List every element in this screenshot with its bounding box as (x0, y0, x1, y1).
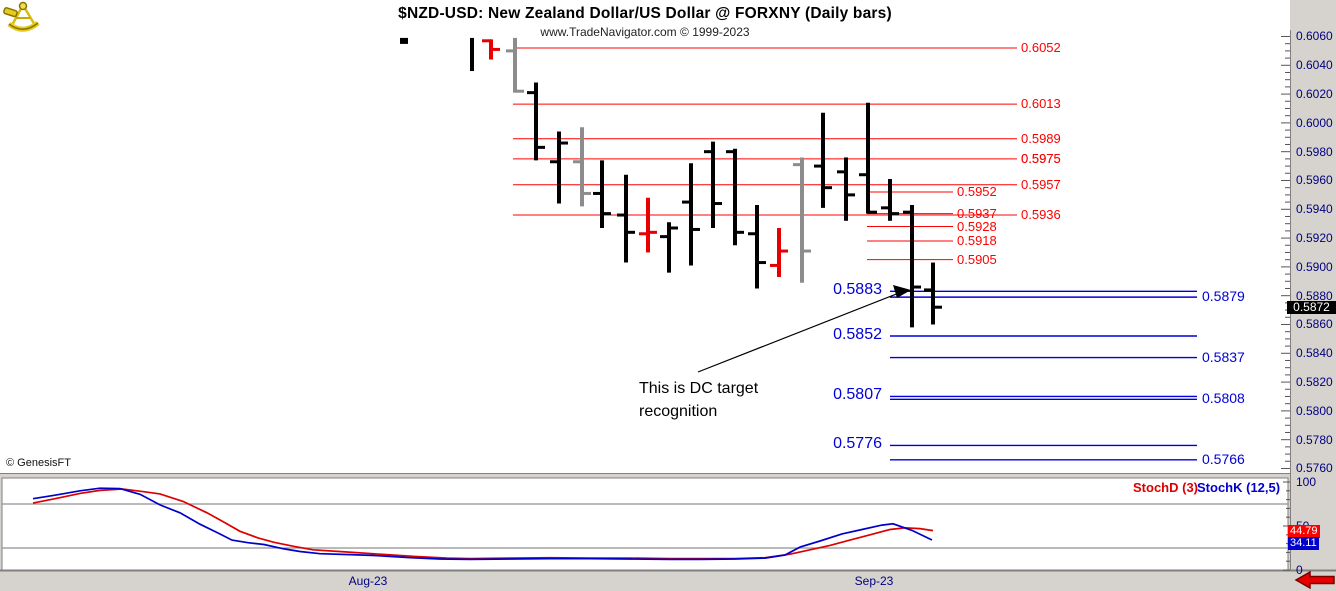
price-level-label: 0.5905 (957, 251, 997, 267)
dc-target-label: 0.5776 (833, 435, 882, 453)
sextant-icon (3, 1, 40, 32)
price-level-label: 0.6013 (1021, 96, 1061, 112)
dc-target-label: 0.5852 (833, 326, 882, 343)
annotation-line1: This is DC target (639, 380, 759, 397)
price-level-label: 0.5928 (957, 218, 997, 234)
price-level-label: 0.5936 (1021, 207, 1061, 223)
stoch-axis-label: 0 (1296, 563, 1303, 577)
legend-stochd: StochD (3) (1133, 480, 1198, 495)
dc-target-label: 0.5879 (1202, 288, 1245, 305)
dc-target-label: 0.5883 (833, 281, 882, 299)
price-level-label: 0.5957 (1021, 176, 1061, 192)
month-label: Sep-23 (854, 574, 894, 588)
price-level-label: 0.6052 (1021, 40, 1061, 55)
price-level-label: 0.5952 (957, 184, 997, 199)
price-axis-label: 0.5960 (1296, 173, 1333, 188)
price-level-label: 0.5975 (1021, 150, 1061, 166)
last-price-badge: 0.5872 (1287, 301, 1336, 314)
stochk-value-badge: 34.11 (1288, 537, 1319, 550)
dc-target-label: 0.5807 (833, 386, 882, 404)
price-axis-label: 0.5860 (1296, 317, 1333, 332)
price-level-label: 0.5975 (1021, 150, 1061, 166)
price-level-label: 0.5989 (1021, 130, 1061, 146)
price-axis-label: 0.5840 (1296, 346, 1333, 361)
price-axis-label: 0.5920 (1296, 231, 1333, 246)
legend-stochk: StochK (12,5) (1197, 480, 1281, 495)
price-axis-label: 0.5800 (1296, 403, 1333, 418)
price-axis-label: 0.5760 (1296, 461, 1333, 476)
scroll-left-arrow[interactable] (1294, 569, 1336, 591)
price-level-label: 0.5918 (957, 232, 997, 248)
month-label: Aug-23 (348, 574, 388, 588)
price-axis-label: 0.6040 (1296, 58, 1333, 73)
stoch-axis-label: 100 (1296, 475, 1317, 489)
price-axis-label: 0.5980 (1296, 144, 1333, 159)
dc-target-label: 0.5766 (1202, 450, 1245, 467)
price-axis-label: 0.5820 (1296, 375, 1333, 390)
price-axis-label: 0.5900 (1296, 259, 1333, 274)
dc-target-label: 0.5808 (1202, 390, 1245, 407)
price-axis-label: 0.6060 (1296, 29, 1333, 44)
price-axis-label: 0.5780 (1296, 432, 1333, 447)
price-axis-label: 0.6000 (1296, 115, 1333, 130)
price-axis-label: 0.5880 (1296, 288, 1333, 303)
dc-target-label: 0.5837 (1202, 348, 1245, 365)
genesis-credit: © GenesisFT (6, 457, 71, 469)
annotation-line2: recognition (639, 403, 718, 420)
dc-target-annotation: This is DC target recognition (639, 377, 758, 423)
price-axis-label: 0.6020 (1296, 87, 1333, 102)
price-axis-label: 0.5940 (1296, 202, 1333, 217)
price-level-label: 0.5937 (957, 205, 997, 221)
stochd-value-badge: 44.79 (1288, 525, 1320, 538)
